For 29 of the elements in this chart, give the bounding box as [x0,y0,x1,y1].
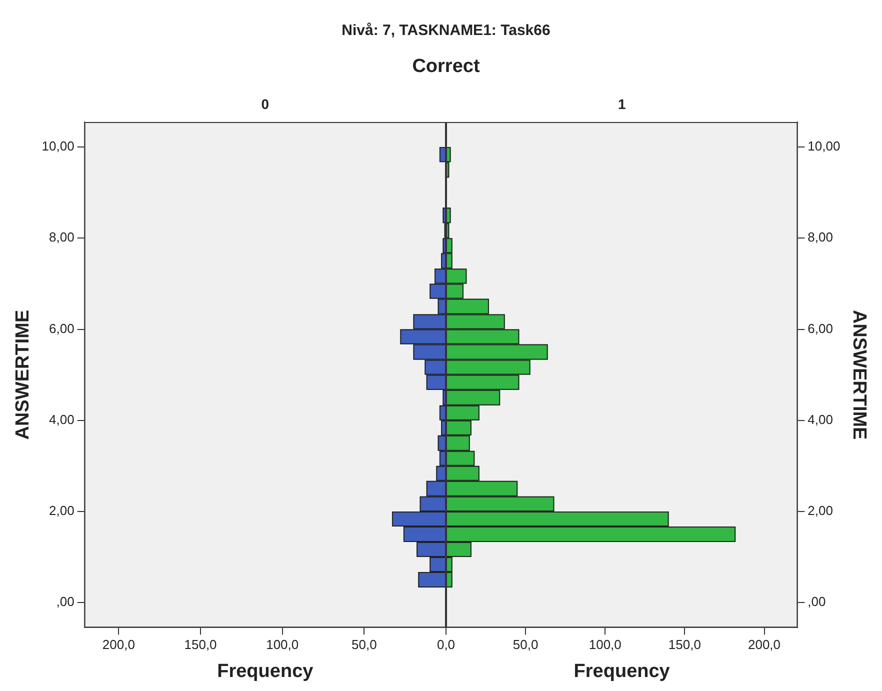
y-tick-label: 6,00 [808,320,833,336]
y-tick-label: 10,00 [808,138,840,154]
y-tick-label: 8,00 [808,230,833,245]
x-axis-title: Frequency [574,660,670,682]
y-tick-label: 2,00 [49,503,74,518]
chart-title: Nivå: 7, TASKNAME1: Task66 [340,22,552,39]
x-tick-label: 200,0 [748,636,781,652]
text: 0 [261,96,270,112]
chart-subtitle: Correct [411,56,481,78]
y-tick-label: ,00 [56,594,74,610]
y-tick-label: ,00 [808,594,826,610]
y-tick-label: 4,00 [808,412,833,427]
x-tick-label: 200,0 [102,636,135,652]
x-tick-label: 100,0 [266,636,299,652]
x-tick-label: 50,0 [512,636,538,652]
y-tick-label: 10,00 [42,138,74,154]
x-tick-label: 150,0 [668,636,701,652]
x-tick-label: 50,0 [352,636,377,652]
x-tick-label: 100,0 [588,636,622,652]
x-tick-label: 0,0 [436,636,456,652]
x-axis-title: Frequency [217,660,314,682]
text: 1 [618,96,626,112]
y-axis-title: ANSWERTIME [848,310,870,440]
y-tick-label: 8,00 [49,230,74,245]
y-tick-label: 6,00 [49,320,74,336]
y-tick-label: 2,00 [808,503,833,518]
y-tick-label: 4,00 [49,412,74,427]
x-tick-label: 150,0 [184,636,217,652]
y-axis-title: ANSWERTIME [12,310,34,440]
